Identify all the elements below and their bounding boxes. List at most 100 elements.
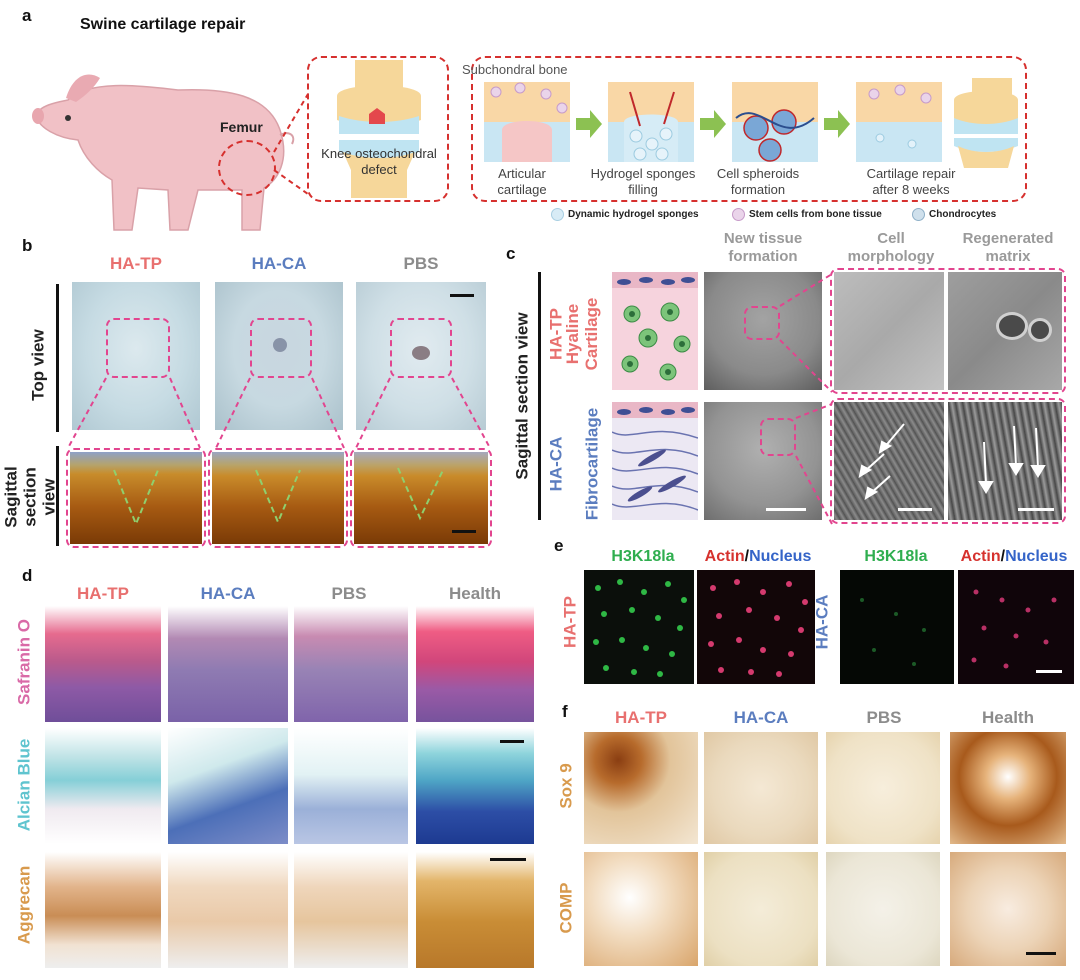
f-col-pbs: PBS bbox=[866, 708, 902, 727]
panel-c-letter: c bbox=[506, 244, 516, 263]
c-side-bar bbox=[538, 272, 541, 520]
b-haca-roi bbox=[250, 318, 312, 378]
f-row-sox9: Sox 9 bbox=[556, 763, 576, 809]
c-col-cell-morphology: Cell morphology bbox=[847, 230, 935, 265]
d-saf-pbs bbox=[294, 606, 408, 722]
e-col-actin-nucleus-2: Actin/Nucleus bbox=[960, 548, 1068, 565]
legend-sponge-marker bbox=[551, 208, 564, 221]
subchondral-label: Subchondral bone bbox=[462, 62, 568, 77]
c-haca-roi bbox=[760, 418, 796, 456]
d-row-alcian: Alcian Blue bbox=[14, 738, 34, 832]
c-side-label: Sagittal section view bbox=[512, 312, 532, 480]
knee-defect-label: Knee osteochondral defect bbox=[321, 146, 437, 177]
panel-d-letter: d bbox=[22, 566, 33, 585]
f-comp-health bbox=[950, 852, 1066, 966]
d-row-safranin: Safranin O bbox=[14, 619, 34, 705]
panel-a-title: Swine cartilage repair bbox=[80, 16, 246, 33]
d-alc-hatp bbox=[45, 728, 161, 844]
e-row-hatp: HA-TP bbox=[560, 596, 580, 648]
b-sag-hatp-photo bbox=[70, 452, 202, 544]
f-comp-hatp bbox=[584, 852, 698, 966]
f-col-health: Health bbox=[982, 708, 1034, 727]
f-comp-pbs bbox=[826, 852, 940, 966]
c-haca-matrix bbox=[948, 402, 1062, 520]
e-col-h3k18la-2: H3K18la bbox=[864, 548, 928, 565]
e-haca-actin-nucleus bbox=[958, 570, 1074, 684]
step-3-label: Cell spheroids formation bbox=[716, 166, 800, 197]
legend-stemcell-marker bbox=[732, 208, 745, 221]
f-row-comp: COMP bbox=[556, 882, 576, 934]
c-zoom-lines bbox=[779, 273, 833, 525]
c-sem-hatp-tissue bbox=[704, 272, 822, 390]
c-hatp-cell-morph bbox=[834, 272, 944, 390]
b-row-top: Top view bbox=[28, 329, 48, 401]
femur-label: Femur bbox=[220, 119, 263, 135]
callout-lines bbox=[273, 93, 309, 195]
c-col-new-tissue: New tissue formation bbox=[723, 230, 803, 265]
c-hatp-matrix bbox=[948, 272, 1062, 390]
panel-b-letter: b bbox=[22, 236, 33, 255]
d-agg-pbs bbox=[294, 852, 408, 968]
c-col-regenerated-matrix: Regenerated matrix bbox=[962, 230, 1054, 265]
b-zoom-lines bbox=[67, 377, 491, 449]
f-comp-haca bbox=[704, 852, 818, 966]
c-row-hyaline: Hyaline Cartilage bbox=[563, 297, 601, 371]
d-saf-haca bbox=[168, 606, 288, 722]
legend-sponge: Dynamic hydrogel sponges bbox=[568, 209, 699, 220]
f-col-haca: HA-CA bbox=[733, 708, 789, 727]
d-saf-health bbox=[416, 606, 534, 722]
panel-e-letter: e bbox=[554, 536, 564, 555]
c-row-haca: HA-CA bbox=[546, 436, 566, 492]
e-haca-h3k18la bbox=[840, 570, 954, 684]
b-row-top-bar bbox=[56, 284, 59, 432]
b-row-sagittal-bar bbox=[56, 446, 59, 546]
step-2-label: Hydrogel sponges filling bbox=[590, 166, 696, 197]
panel-f-letter: f bbox=[562, 702, 568, 721]
f-sox9-health bbox=[950, 732, 1066, 844]
b-row-sagittal: Sagittal section view bbox=[1, 466, 59, 528]
process-steps-illustration bbox=[484, 78, 1018, 168]
d-agg-hatp bbox=[45, 852, 161, 968]
knee-defect-box bbox=[307, 56, 449, 202]
c-hatp-roi bbox=[744, 306, 780, 340]
c-hyaline-cartoon bbox=[612, 272, 698, 390]
d-alc-pbs bbox=[294, 728, 408, 844]
c-haca-zoom-box bbox=[830, 398, 1066, 524]
d-agg-haca bbox=[168, 852, 288, 968]
d-agg-health bbox=[416, 852, 534, 968]
legend-chondrocyte-marker bbox=[912, 208, 925, 221]
step-1-label: Articular cartilage bbox=[497, 166, 547, 197]
d-col-hatp: HA-TP bbox=[77, 584, 129, 603]
e-hatp-h3k18la bbox=[584, 570, 694, 684]
d-col-health: Health bbox=[449, 584, 501, 603]
b-col-hatp: HA-TP bbox=[110, 254, 162, 273]
e-row-haca: HA-CA bbox=[812, 594, 832, 650]
f-sox9-pbs bbox=[826, 732, 940, 844]
b-sag-pbs-box bbox=[350, 448, 492, 548]
c-fibro-cartoon bbox=[612, 402, 698, 520]
process-box bbox=[471, 56, 1027, 202]
b-sag-pbs-photo bbox=[354, 452, 488, 544]
step-4-label: Cartilage repair after 8 weeks bbox=[866, 166, 956, 197]
f-sox9-haca bbox=[704, 732, 818, 844]
panel-a-letter: a bbox=[22, 6, 32, 25]
f-col-hatp: HA-TP bbox=[615, 708, 667, 727]
b-col-haca: HA-CA bbox=[251, 254, 307, 273]
pig-illustration bbox=[32, 74, 295, 231]
d-row-aggrecan: Aggrecan bbox=[14, 865, 34, 945]
d-col-pbs: PBS bbox=[331, 584, 367, 603]
b-pbs-roi bbox=[390, 318, 452, 378]
c-hatp-zoom-box bbox=[830, 268, 1066, 394]
b-col-pbs: PBS bbox=[403, 254, 439, 273]
d-alc-health bbox=[416, 728, 534, 844]
knee-joint-illustration bbox=[337, 60, 421, 198]
e-col-actin-nucleus-1: Actin/Nucleus bbox=[704, 548, 812, 565]
b-top-hatp-photo bbox=[72, 282, 200, 430]
d-saf-hatp bbox=[45, 606, 161, 722]
b-sag-haca-photo bbox=[212, 452, 344, 544]
e-col-h3k18la-1: H3K18la bbox=[611, 548, 675, 565]
femur-circle bbox=[218, 140, 276, 196]
f-sox9-hatp bbox=[584, 732, 698, 844]
c-haca-cell-morph bbox=[834, 402, 944, 520]
d-alc-haca bbox=[168, 728, 288, 844]
